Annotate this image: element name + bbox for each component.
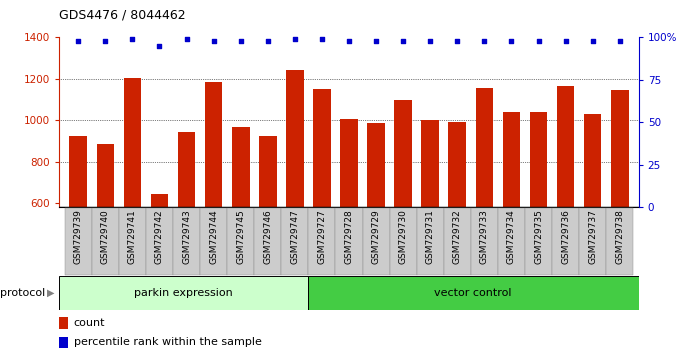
Text: percentile rank within the sample: percentile rank within the sample (74, 337, 262, 348)
Text: GSM729729: GSM729729 (371, 209, 380, 264)
Bar (308, 276, 639, 310)
Bar (313, 89, 331, 327)
Bar (449, 122, 466, 327)
Text: GSM729746: GSM729746 (263, 209, 272, 264)
Bar (227, 208, 254, 275)
Bar (151, 194, 168, 327)
Text: vector control: vector control (434, 288, 512, 298)
Bar (92, 208, 119, 275)
Bar (65, 208, 92, 275)
Text: GSM729732: GSM729732 (453, 209, 462, 264)
Bar (584, 114, 602, 327)
Bar (552, 208, 579, 275)
Text: GSM729734: GSM729734 (507, 209, 516, 264)
Bar (471, 208, 498, 275)
Bar (119, 208, 146, 275)
Point (235, 38, 246, 44)
Text: GSM729736: GSM729736 (561, 209, 570, 264)
Point (587, 38, 598, 44)
Bar (389, 208, 417, 275)
Point (398, 38, 409, 44)
Point (100, 38, 111, 44)
Text: parkin expression: parkin expression (134, 288, 233, 298)
Bar (146, 208, 173, 275)
Bar (530, 112, 547, 327)
Text: ▶: ▶ (47, 288, 55, 298)
Point (452, 38, 463, 44)
Bar (232, 127, 249, 327)
Bar (444, 208, 471, 275)
Bar (59, 337, 68, 348)
Point (181, 36, 192, 42)
Text: GSM729735: GSM729735 (534, 209, 543, 264)
Point (343, 38, 355, 44)
Point (479, 38, 490, 44)
Text: GSM729730: GSM729730 (399, 209, 408, 264)
Bar (417, 208, 444, 275)
Bar (498, 208, 525, 275)
Bar (557, 86, 574, 327)
Bar (178, 132, 195, 327)
Point (533, 38, 544, 44)
Point (289, 36, 300, 42)
Bar (394, 101, 412, 327)
Bar (611, 90, 628, 327)
Point (316, 36, 327, 42)
Text: GSM729737: GSM729737 (588, 209, 597, 264)
Text: protocol: protocol (0, 288, 45, 298)
Bar (367, 123, 385, 327)
Text: GSM729740: GSM729740 (101, 209, 110, 264)
Point (424, 38, 436, 44)
Point (73, 38, 84, 44)
Point (371, 38, 382, 44)
Point (262, 38, 274, 44)
Text: GSM729733: GSM729733 (480, 209, 489, 264)
Bar (96, 144, 114, 327)
Text: GSM729741: GSM729741 (128, 209, 137, 264)
Bar (70, 136, 87, 327)
Bar (281, 208, 309, 275)
Bar (124, 78, 141, 327)
Text: GSM729745: GSM729745 (236, 209, 245, 264)
Text: GSM729743: GSM729743 (182, 209, 191, 264)
Bar (205, 82, 223, 327)
Bar (309, 208, 336, 275)
Bar (254, 208, 281, 275)
Bar (59, 317, 68, 329)
Bar (200, 208, 227, 275)
Point (154, 43, 165, 48)
Bar (59, 276, 308, 310)
Text: GSM729747: GSM729747 (290, 209, 299, 264)
Text: GSM729731: GSM729731 (426, 209, 435, 264)
Text: GSM729739: GSM729739 (74, 209, 83, 264)
Bar (579, 208, 606, 275)
Text: GDS4476 / 8044462: GDS4476 / 8044462 (59, 9, 186, 22)
Bar (336, 208, 362, 275)
Text: GSM729744: GSM729744 (209, 209, 218, 264)
Bar (422, 120, 439, 327)
Text: GSM729728: GSM729728 (345, 209, 353, 264)
Text: GSM729727: GSM729727 (318, 209, 327, 264)
Bar (286, 70, 304, 327)
Bar (173, 208, 200, 275)
Bar (503, 112, 520, 327)
Bar (525, 208, 552, 275)
Point (127, 36, 138, 42)
Point (506, 38, 517, 44)
Bar (362, 208, 389, 275)
Bar (475, 88, 493, 327)
Point (560, 38, 571, 44)
Text: count: count (74, 318, 105, 328)
Bar (606, 208, 633, 275)
Text: GSM729738: GSM729738 (615, 209, 624, 264)
Point (614, 38, 625, 44)
Bar (259, 136, 276, 327)
Text: GSM729742: GSM729742 (155, 209, 164, 264)
Bar (340, 119, 358, 327)
Point (208, 38, 219, 44)
